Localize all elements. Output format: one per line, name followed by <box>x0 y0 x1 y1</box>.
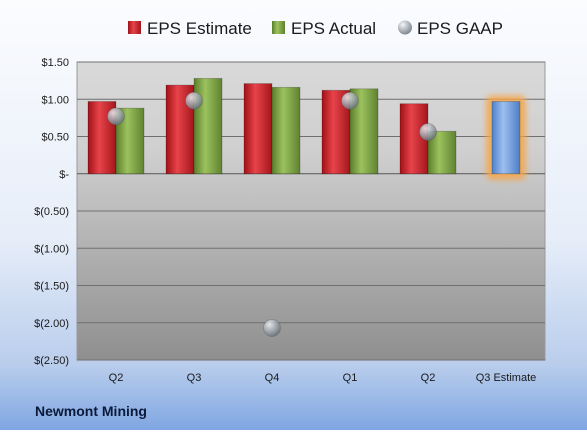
eps-estimate-bar <box>243 83 273 175</box>
y-tick-label: $1.00 <box>41 94 69 106</box>
legend-item: EPS GAAP <box>398 19 503 38</box>
y-tick-label: $0.50 <box>41 132 69 144</box>
x-tick-label: Q2 <box>421 372 436 384</box>
legend-label: EPS GAAP <box>417 19 503 38</box>
legend-swatch <box>128 21 141 34</box>
legend-label: EPS Estimate <box>147 19 252 38</box>
y-tick-label: $(2.00) <box>34 318 69 330</box>
x-tick-label: Q1 <box>343 372 358 384</box>
x-tick-label: Q3 <box>187 372 202 384</box>
y-tick-label: $- <box>59 169 69 181</box>
y-tick-label: $(1.00) <box>34 243 69 255</box>
legend-swatch <box>398 20 412 35</box>
eps-actual-bar <box>193 77 223 175</box>
legend-swatch <box>272 21 285 34</box>
x-tick-label: Q2 <box>109 372 124 384</box>
y-tick-label: $(0.50) <box>34 206 69 218</box>
eps-gaap-point <box>185 91 203 110</box>
eps-gaap-point <box>263 319 281 337</box>
eps-gaap-point <box>341 91 359 110</box>
y-tick-label: $(2.50) <box>34 355 69 367</box>
eps-gaap-point <box>107 107 125 126</box>
eps-gaap-point <box>419 123 437 141</box>
q3-estimate-bar <box>491 101 521 175</box>
legend-item: EPS Estimate <box>128 19 252 38</box>
eps-actual-bar <box>271 86 301 175</box>
company-label: Newmont Mining <box>35 403 147 419</box>
y-tick-label: $1.50 <box>41 57 69 69</box>
legend-item: EPS Actual <box>272 19 376 38</box>
x-tick-label: Q4 <box>265 372 280 384</box>
x-tick-label: Q3 Estimate <box>476 372 537 384</box>
legend-label: EPS Actual <box>291 19 376 38</box>
y-tick-label: $(1.50) <box>34 281 69 293</box>
